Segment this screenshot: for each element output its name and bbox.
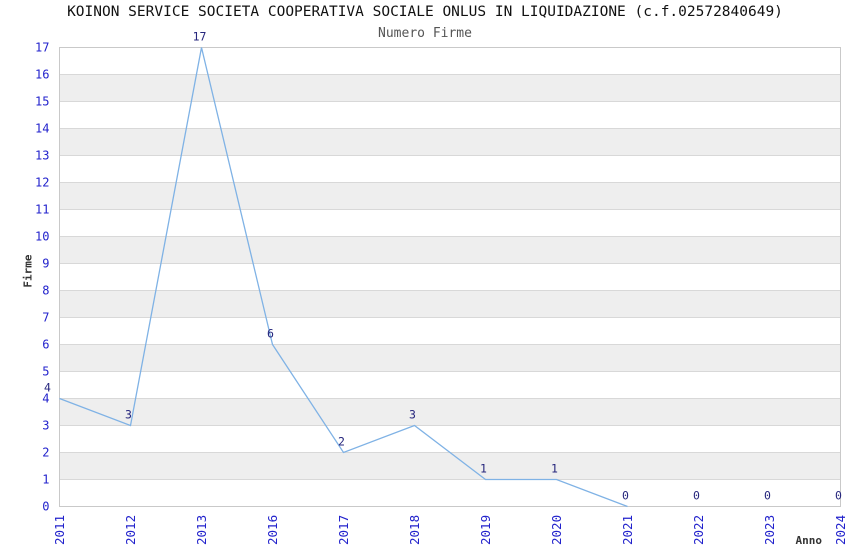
data-point-label: 3 bbox=[409, 408, 416, 422]
x-tick-label: 2019 bbox=[478, 515, 493, 545]
y-axis-title: Firme bbox=[21, 254, 35, 288]
y-tick-label: 0 bbox=[42, 500, 49, 514]
row-band bbox=[59, 452, 841, 480]
data-point-label: 3 bbox=[125, 408, 132, 422]
y-tick-label: 17 bbox=[35, 41, 49, 55]
x-tick-label: 2011 bbox=[52, 515, 67, 545]
x-tick-label: 2022 bbox=[691, 515, 706, 545]
row-band bbox=[59, 398, 841, 426]
row-band bbox=[59, 290, 841, 318]
x-tick-label: 2018 bbox=[407, 515, 422, 545]
data-point-label: 4 bbox=[44, 381, 51, 395]
row-band bbox=[59, 344, 841, 372]
data-point-label: 1 bbox=[480, 462, 487, 476]
y-tick-label: 3 bbox=[42, 419, 49, 433]
y-tick-label: 11 bbox=[35, 203, 49, 217]
y-tick-label: 9 bbox=[42, 257, 49, 271]
plot-border bbox=[59, 47, 841, 507]
y-tick-label: 14 bbox=[35, 122, 49, 136]
x-axis-title: Anno bbox=[795, 534, 823, 547]
y-tick-label: 7 bbox=[42, 311, 49, 325]
chart-subtitle: Numero Firme bbox=[378, 26, 472, 41]
x-tick-label: 2017 bbox=[336, 515, 351, 545]
y-tick-label: 5 bbox=[42, 365, 49, 379]
data-point-label: 6 bbox=[267, 327, 274, 341]
y-tick-label: 10 bbox=[35, 230, 49, 244]
y-tick-label: 16 bbox=[35, 68, 49, 82]
x-tick-label: 2021 bbox=[620, 515, 635, 545]
y-tick-label: 13 bbox=[35, 149, 49, 163]
y-tick-label: 4 bbox=[42, 392, 49, 406]
y-tick-label: 2 bbox=[42, 446, 49, 460]
data-point-label: 17 bbox=[193, 30, 207, 44]
data-point-label: 0 bbox=[693, 489, 700, 503]
x-tick-label: 2024 bbox=[833, 515, 848, 545]
data-point-label: 0 bbox=[835, 489, 842, 503]
y-tick-label: 8 bbox=[42, 284, 49, 298]
data-point-label: 0 bbox=[622, 489, 629, 503]
x-tick-label: 2023 bbox=[762, 515, 777, 545]
x-tick-label: 2020 bbox=[549, 515, 564, 545]
x-tick-label: 2012 bbox=[123, 515, 138, 545]
data-line bbox=[59, 47, 628, 508]
row-band bbox=[59, 236, 841, 264]
data-point-label: 2 bbox=[338, 435, 345, 449]
y-tick-label: 12 bbox=[35, 176, 49, 190]
x-tick-label: 2013 bbox=[194, 515, 209, 545]
x-tick-label: 2016 bbox=[265, 515, 280, 545]
y-tick-label: 15 bbox=[35, 95, 49, 109]
data-point-label: 0 bbox=[764, 489, 771, 503]
data-point-label: 1 bbox=[551, 462, 558, 476]
row-band bbox=[59, 128, 841, 156]
row-band bbox=[59, 74, 841, 102]
chart-title: KOINON SERVICE SOCIETA COOPERATIVA SOCIA… bbox=[67, 4, 783, 20]
row-band bbox=[59, 182, 841, 210]
y-tick-label: 1 bbox=[42, 473, 49, 487]
y-tick-label: 6 bbox=[42, 338, 49, 352]
